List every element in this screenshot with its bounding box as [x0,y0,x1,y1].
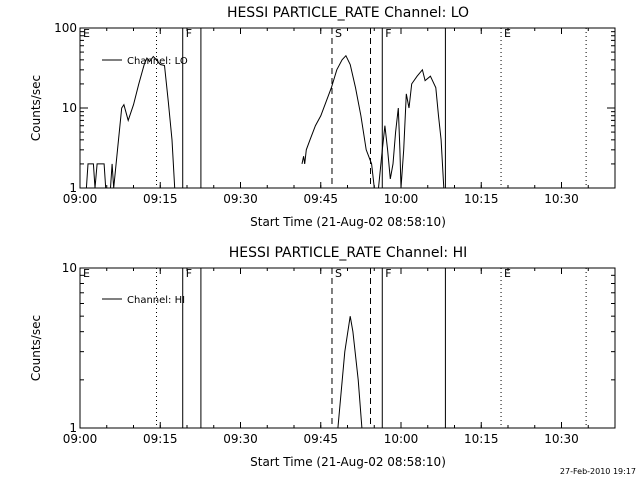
x-tick-label: 10:00 [384,192,419,206]
chart-title: HESSI PARTICLE_RATE Channel: HI [229,245,467,261]
plot-frame [79,267,616,429]
x-tick-label: 10:30 [544,432,579,446]
y-tick-label: 10 [62,261,77,275]
y-tick-label: 10 [62,101,77,115]
event-marker-label: E [504,27,511,40]
legend: Channel: HI [102,295,185,306]
event-marker-label: F [385,267,391,280]
x-tick-label: 09:30 [223,192,258,206]
x-axis-label: Start Time (21-Aug-02 08:58:10) [250,455,446,469]
panel-hi: HESSI PARTICLE_RATE Channel: HI Counts/s… [29,245,616,469]
y-axis-label: Counts/sec [29,315,43,381]
series-line-segment [85,55,176,189]
event-marker-label: E [504,267,511,280]
x-tick-label: 09:00 [63,432,98,446]
chart-title: HESSI PARTICLE_RATE Channel: LO [227,5,469,21]
x-tick-label: 09:15 [143,192,178,206]
event-marker-label: F [385,27,391,40]
y-tick-label: 1 [69,181,77,195]
legend: Channel: LO [102,56,188,67]
y-tick-label: 100 [54,21,77,35]
x-tick-label: 09:00 [63,192,98,206]
x-tick-label: 10:30 [544,192,579,206]
series-line-segment [378,68,445,189]
series-line-segment [301,54,375,189]
y-axis-label: Counts/sec [29,75,43,141]
footer-date: 27-Feb-2010 19:17 [560,467,636,476]
x-tick-label: 09:45 [303,432,338,446]
x-tick-label: 10:00 [384,432,419,446]
series-line-segment [337,316,363,429]
event-marker-label: E [83,27,90,40]
x-tick-label: 09:45 [303,192,338,206]
x-tick-label: 09:30 [223,432,258,446]
x-tick-label: 09:15 [143,432,178,446]
event-marker-label: F [186,27,192,40]
event-marker-label: E [83,267,90,280]
panel-lo: HESSI PARTICLE_RATE Channel: LO Counts/s… [29,5,616,229]
plot-frame [79,27,616,189]
x-tick-label: 10:15 [464,432,499,446]
x-tick-label: 10:15 [464,192,499,206]
event-marker-label: F [186,267,192,280]
x-axis-label: Start Time (21-Aug-02 08:58:10) [250,215,446,229]
y-tick-label: 1 [69,421,77,435]
event-marker-label: S [335,267,342,280]
event-marker-label: S [335,27,342,40]
